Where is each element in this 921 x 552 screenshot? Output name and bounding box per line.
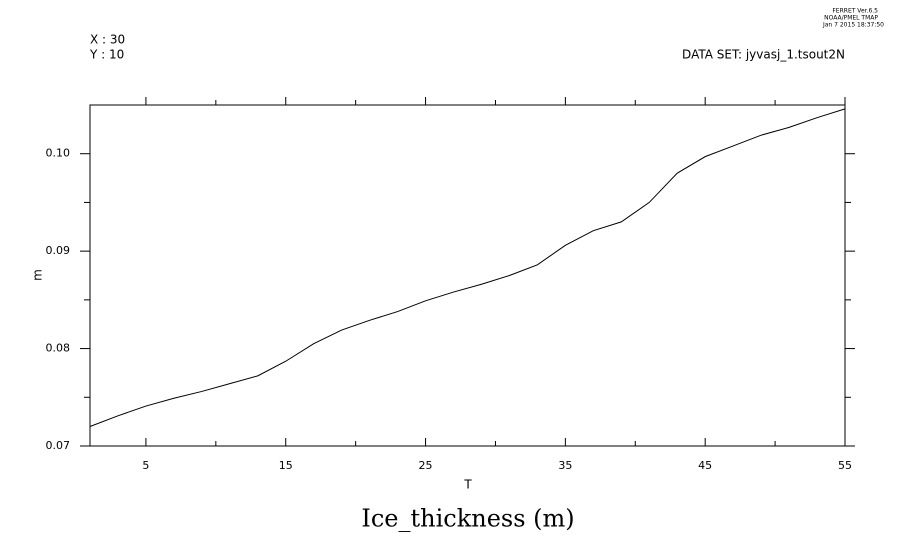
x-tick-label: 15 [279, 459, 293, 472]
x-axis-label: T [463, 478, 472, 492]
y-tick-label: 0.10 [46, 147, 71, 160]
plot-frame [89, 104, 846, 447]
annotation: NOAA/PMEL TMAP [824, 15, 878, 22]
annotation: Y : 10 [89, 48, 124, 62]
x-tick-label: 45 [698, 459, 712, 472]
x-tick-label: 55 [838, 459, 852, 472]
y-tick-label: 0.08 [46, 342, 71, 355]
x-tick-label: 25 [419, 459, 433, 472]
x-tick-label: 5 [142, 459, 149, 472]
data-line [89, 108, 846, 427]
x-tick-label: 35 [558, 459, 572, 472]
y-tick-label: 0.07 [46, 439, 71, 452]
y-axis-label: m [31, 269, 45, 281]
annotation: Jan 7 2015 18:37:50 [822, 22, 884, 29]
chart-title: Ice_thickness (m) [361, 505, 574, 533]
y-tick-label: 0.09 [46, 244, 71, 257]
annotation: X : 30 [90, 33, 125, 47]
annotation: FERRET Ver.6.5 [832, 8, 878, 15]
annotation: DATA SET: jyvasj_1.tsout2N [682, 48, 845, 62]
